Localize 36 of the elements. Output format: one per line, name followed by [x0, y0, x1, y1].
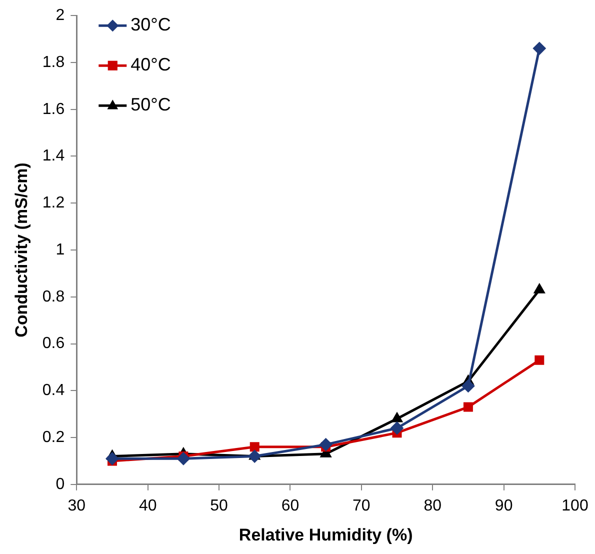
- x-tick-label: 50: [210, 497, 228, 514]
- x-tick-label: 40: [138, 497, 157, 514]
- legend-label: 40°C: [130, 54, 171, 75]
- point: [390, 422, 404, 435]
- y-tick-label: 0.6: [42, 335, 65, 352]
- point: [248, 450, 262, 463]
- y-tick-label: 0.2: [42, 428, 65, 446]
- y-tick-label: 1.6: [42, 100, 65, 118]
- y-tick-label: 1.4: [42, 148, 65, 165]
- x-tick-label: 100: [562, 497, 588, 514]
- y-tick-label: 1.2: [42, 194, 65, 212]
- point: [106, 452, 119, 466]
- x-tick-label: 80: [424, 497, 442, 514]
- y-tick-label: 1: [56, 241, 65, 258]
- point: [176, 452, 190, 466]
- point: [250, 442, 260, 452]
- point: [319, 438, 332, 452]
- x-axis-title: Relative Humidity (%): [238, 525, 413, 544]
- point: [462, 379, 475, 392]
- point: [391, 412, 403, 422]
- point: [534, 355, 544, 365]
- x-tick-label: 30: [68, 497, 86, 514]
- point: [532, 42, 546, 55]
- x-tick-label: 90: [494, 497, 513, 514]
- legend-label: 50°C: [130, 94, 171, 115]
- point: [534, 283, 546, 294]
- x-tick-label: 60: [281, 497, 300, 514]
- y-axis-title: Conductivity (mS/cm): [12, 162, 31, 338]
- y-tick-label: 0.8: [42, 288, 65, 306]
- legend-label: 30°C: [130, 14, 171, 35]
- point: [463, 402, 473, 412]
- y-tick-label: 0: [56, 476, 65, 493]
- y-tick-label: 2: [56, 7, 65, 24]
- x-tick-label: 70: [352, 497, 370, 514]
- y-tick-label: 1.8: [42, 54, 65, 71]
- y-tick-label: 0.4: [42, 382, 65, 400]
